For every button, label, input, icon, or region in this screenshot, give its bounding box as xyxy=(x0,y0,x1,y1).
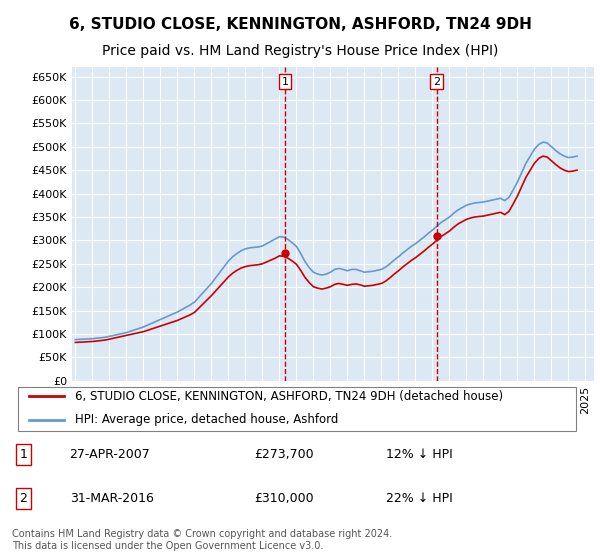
Text: 31-MAR-2016: 31-MAR-2016 xyxy=(70,492,154,505)
Text: 12% ↓ HPI: 12% ↓ HPI xyxy=(386,448,453,461)
Text: HPI: Average price, detached house, Ashford: HPI: Average price, detached house, Ashf… xyxy=(76,413,339,426)
Text: £310,000: £310,000 xyxy=(254,492,314,505)
Text: Contains HM Land Registry data © Crown copyright and database right 2024.
This d: Contains HM Land Registry data © Crown c… xyxy=(12,529,392,551)
Text: 2: 2 xyxy=(433,77,440,87)
Text: 6, STUDIO CLOSE, KENNINGTON, ASHFORD, TN24 9DH: 6, STUDIO CLOSE, KENNINGTON, ASHFORD, TN… xyxy=(68,17,532,32)
Text: 1: 1 xyxy=(20,448,28,461)
Text: 1: 1 xyxy=(281,77,289,87)
Text: 6, STUDIO CLOSE, KENNINGTON, ASHFORD, TN24 9DH (detached house): 6, STUDIO CLOSE, KENNINGTON, ASHFORD, TN… xyxy=(76,390,503,403)
Text: 2: 2 xyxy=(20,492,28,505)
Text: 22% ↓ HPI: 22% ↓ HPI xyxy=(386,492,453,505)
Text: 27-APR-2007: 27-APR-2007 xyxy=(70,448,151,461)
FancyBboxPatch shape xyxy=(18,387,577,431)
Text: Price paid vs. HM Land Registry's House Price Index (HPI): Price paid vs. HM Land Registry's House … xyxy=(102,44,498,58)
Text: £273,700: £273,700 xyxy=(254,448,314,461)
